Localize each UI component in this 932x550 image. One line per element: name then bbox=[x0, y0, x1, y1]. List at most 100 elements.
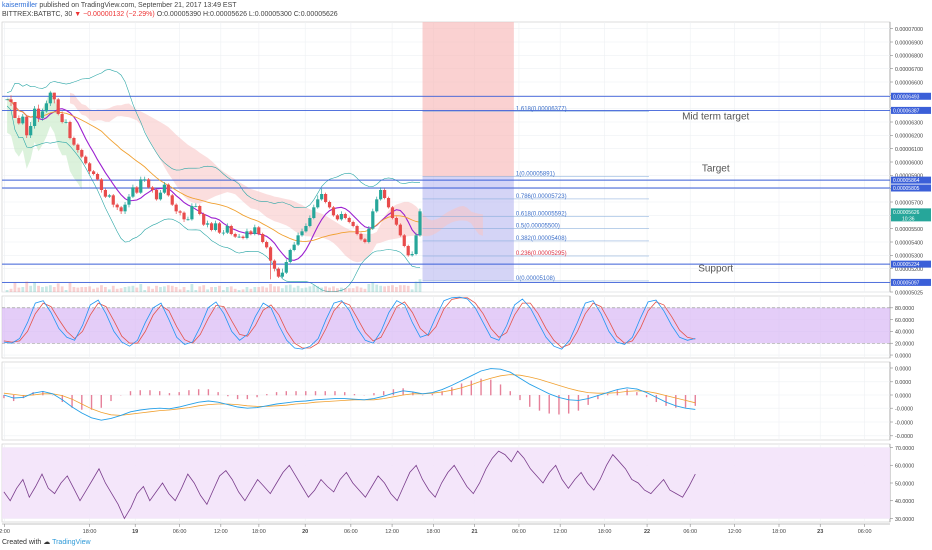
volume-bar bbox=[166, 285, 170, 292]
stoch-ytick-label: 20.0000 bbox=[895, 342, 914, 348]
candle-body bbox=[276, 268, 281, 277]
volume-bar bbox=[151, 288, 154, 292]
price-pane: 0.00007000 0.00006900 0.00006800 0.00006700… bbox=[1, 21, 931, 296]
time-tick-label: 18:00 bbox=[83, 529, 97, 535]
candle-body bbox=[158, 192, 163, 200]
candle-body bbox=[36, 108, 41, 118]
macd-histogram-bar bbox=[373, 393, 375, 396]
macd-histogram-bar bbox=[567, 395, 570, 414]
time-tick-label: 06:00 bbox=[344, 529, 358, 535]
candle-body bbox=[44, 103, 48, 112]
volume-bar bbox=[84, 287, 88, 292]
macd-histogram-bar bbox=[626, 389, 628, 396]
volume-bar bbox=[48, 285, 52, 292]
stoch-ytick-label: 0.0000 bbox=[895, 353, 911, 359]
candle-body bbox=[327, 202, 332, 208]
candle-body bbox=[292, 244, 296, 250]
candle-body bbox=[162, 184, 166, 193]
volume-bar bbox=[339, 287, 343, 292]
candle-body bbox=[402, 235, 406, 246]
volume-bar bbox=[308, 286, 312, 292]
level-label: 0.00005234 bbox=[893, 262, 920, 268]
stochastic-pane: 80.0000 60.0000 40.0000 20.0000 0.0000 bbox=[1, 295, 914, 359]
time-tick-label: 20 bbox=[302, 529, 308, 535]
macd-histogram-bar bbox=[22, 395, 25, 399]
candle-body bbox=[131, 187, 135, 197]
candle-body bbox=[166, 184, 170, 196]
candle-body bbox=[233, 234, 237, 237]
candle-body bbox=[213, 223, 218, 230]
volume-bar bbox=[72, 287, 76, 292]
candle-body bbox=[312, 207, 316, 218]
candle-body bbox=[261, 234, 265, 242]
volume-bar bbox=[241, 289, 245, 292]
macd-histogram-bar bbox=[460, 383, 463, 396]
volume-bar bbox=[257, 287, 261, 292]
candle-body bbox=[209, 223, 214, 230]
candle-body bbox=[414, 235, 418, 254]
candle-body bbox=[88, 163, 92, 172]
candle-body bbox=[48, 92, 52, 104]
tradingview-brand[interactable]: TradingView bbox=[52, 539, 91, 546]
level-label-bg bbox=[891, 106, 931, 114]
macd-histogram-bar bbox=[431, 394, 434, 396]
author-link[interactable]: kaisermiller bbox=[2, 2, 38, 9]
volume-bar bbox=[398, 285, 402, 292]
candle-body bbox=[386, 198, 391, 208]
time-tick-label: 19 bbox=[132, 529, 138, 535]
fib-upper-zone bbox=[422, 22, 514, 177]
candle-body bbox=[406, 246, 410, 256]
fib-label: 0.236(0.00005295) bbox=[516, 251, 567, 257]
volume-bar bbox=[359, 287, 363, 292]
time-tick-label: 12:00 bbox=[553, 529, 567, 535]
candle-body bbox=[9, 99, 13, 102]
price-ytick-label: 0.00006300 bbox=[895, 120, 923, 126]
macd-ytick-label: 0.0000 bbox=[895, 380, 911, 386]
candle-body bbox=[375, 199, 379, 212]
candle-body bbox=[363, 239, 367, 242]
volume-bar bbox=[328, 287, 331, 292]
macd-histogram-bar bbox=[353, 394, 356, 396]
fib-label: 0.618(0.00005592) bbox=[516, 211, 567, 217]
volume-bar bbox=[218, 285, 221, 292]
volume-bar bbox=[265, 287, 269, 292]
volume-bar bbox=[80, 287, 84, 292]
volume-bar bbox=[103, 287, 107, 292]
volume-bar bbox=[336, 288, 339, 292]
volume-bar bbox=[269, 284, 272, 292]
candle-body bbox=[29, 126, 33, 136]
volume-bar bbox=[214, 287, 217, 292]
candle-body bbox=[95, 174, 100, 180]
price-ytick-label: 0.00006700 bbox=[895, 67, 923, 73]
macd-histogram-bar bbox=[675, 395, 677, 408]
macd-histogram-bar bbox=[236, 395, 239, 400]
volume-bar bbox=[41, 287, 44, 292]
candle-body bbox=[257, 227, 261, 234]
candle-body bbox=[217, 223, 222, 233]
candle-body bbox=[64, 122, 68, 123]
macd-histogram-bar bbox=[159, 391, 161, 396]
candle-body bbox=[300, 231, 304, 236]
candle-body bbox=[76, 144, 80, 150]
volume-bar bbox=[190, 284, 194, 292]
fib-label: 0.786(0.00005723) bbox=[516, 194, 567, 200]
level-label-bg bbox=[891, 278, 931, 286]
candle-body bbox=[25, 116, 29, 136]
volume-bar bbox=[363, 288, 367, 292]
candle-body bbox=[80, 150, 84, 157]
level-label: 0.00006493 bbox=[893, 94, 920, 100]
volume-bar bbox=[37, 285, 40, 292]
candle-body bbox=[111, 195, 115, 205]
macd-histogram-bar bbox=[490, 379, 492, 396]
footer: Created with ☁ TradingView bbox=[2, 538, 91, 546]
candle-body bbox=[40, 111, 45, 118]
ticker-label: BITTREX:BATBTC, 30 bbox=[2, 11, 73, 18]
candle-body bbox=[367, 228, 371, 242]
moving-average-slow bbox=[6, 98, 421, 242]
macd-histogram-bar bbox=[188, 390, 190, 396]
time-tick-label: 2:00 bbox=[0, 529, 10, 535]
candle-body bbox=[56, 99, 60, 114]
rsi-ytick-label: 30.0000 bbox=[895, 517, 914, 523]
volume-bar bbox=[225, 287, 229, 292]
volume-bar bbox=[135, 287, 139, 292]
